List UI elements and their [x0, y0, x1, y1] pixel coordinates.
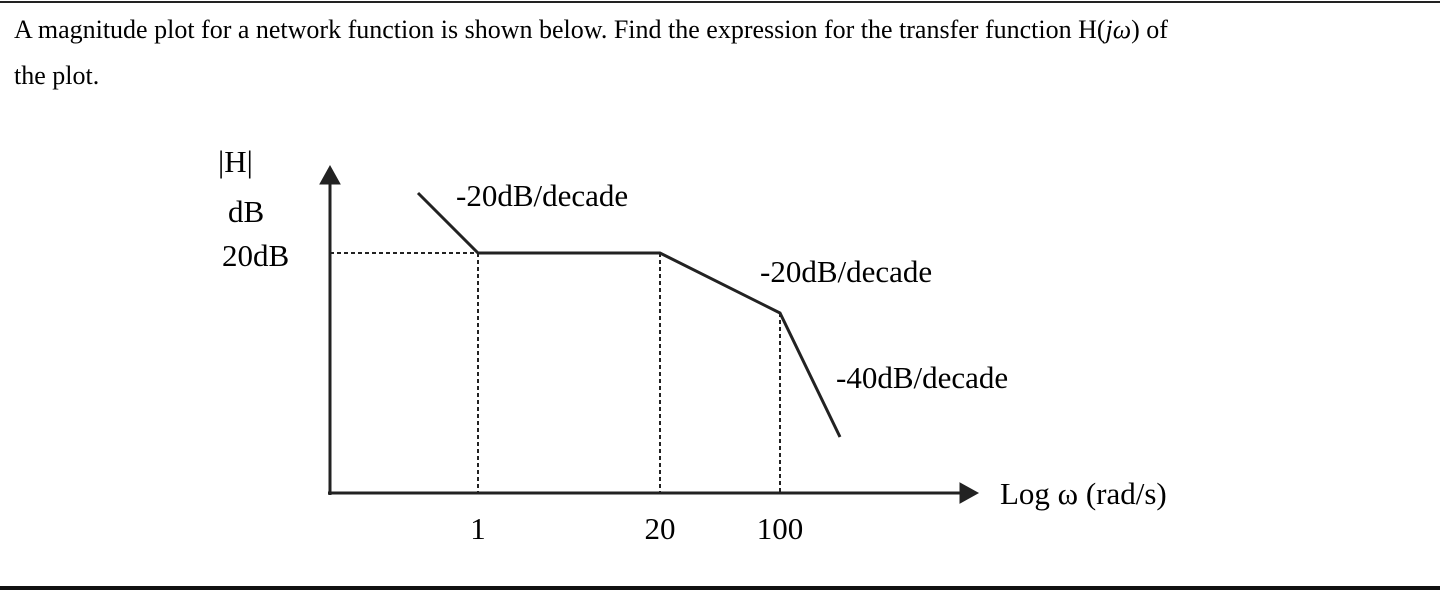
y-label-top: |H| [218, 144, 253, 179]
question-italic: jω [1103, 15, 1132, 44]
x-tick-label: 1 [470, 511, 486, 546]
slope-label: -20dB/decade [760, 254, 932, 289]
x-tick-label: 100 [757, 511, 804, 546]
x-arrow [959, 482, 980, 504]
y-label-unit: dB [228, 194, 264, 229]
question-line-1: A magnitude plot for a network function … [14, 15, 1168, 44]
slope-label: -20dB/decade [456, 178, 628, 213]
x-axis-label: Log ω (rad/s) [1000, 476, 1167, 511]
question-text: A magnitude plot for a network function … [14, 15, 1106, 44]
slope-label: -40dB/decade [836, 360, 1008, 395]
x-tick-label: 20 [645, 511, 676, 546]
question-text: ) of [1131, 15, 1168, 44]
bode-diagram [319, 164, 980, 504]
question-line-2: the plot. [14, 61, 99, 90]
y-level-label: 20dB [222, 238, 289, 273]
magnitude-curve [416, 191, 842, 438]
y-arrow [319, 164, 341, 185]
